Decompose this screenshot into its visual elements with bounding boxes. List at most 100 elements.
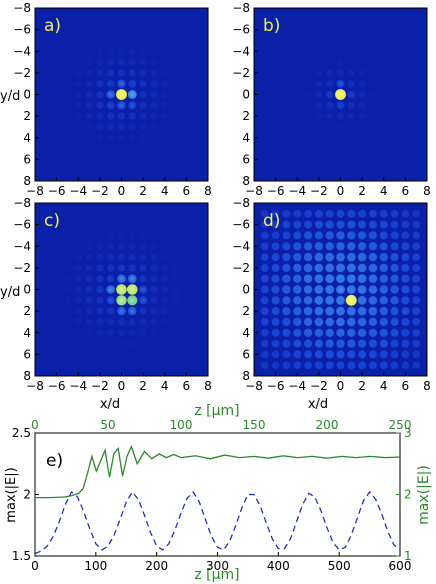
field-site: [293, 350, 302, 359]
field-site: [337, 112, 344, 120]
x-tick-label: −6: [48, 184, 66, 198]
field-site-core: [108, 92, 113, 97]
field-site: [347, 69, 355, 77]
panel-e-top-x-label: z [µm]: [194, 403, 239, 419]
field-site: [357, 285, 367, 294]
panel-b-field-map: [304, 58, 377, 131]
field-site: [358, 91, 366, 98]
field-site: [96, 253, 104, 261]
field-site: [271, 328, 280, 337]
panel-c-y-ticks: −8 −6 −4 −2 0 2 4 6 8: [13, 196, 39, 383]
field-site: [128, 329, 136, 337]
field-site: [293, 328, 302, 337]
field-site: [127, 90, 137, 99]
field-site: [379, 252, 388, 262]
x-tick-label: −2: [91, 184, 109, 198]
field-site: [412, 210, 420, 218]
field-site: [261, 350, 269, 359]
field-site: [303, 285, 313, 294]
field-site: [96, 48, 104, 55]
field-site: [282, 220, 291, 229]
field-site: [347, 90, 356, 99]
field-site-core: [141, 287, 145, 292]
field-site: [357, 295, 367, 305]
field-site: [150, 112, 158, 120]
field-site-core: [130, 92, 135, 97]
y-tick-label: 8: [23, 174, 31, 188]
field-site: [314, 231, 323, 240]
field-site: [347, 112, 355, 120]
field-site: [358, 220, 367, 229]
field-site: [412, 318, 421, 326]
field-site: [304, 339, 313, 348]
field-site: [161, 69, 169, 77]
field-site: [412, 339, 421, 348]
field-site: [282, 361, 291, 370]
field-site: [358, 209, 367, 218]
field-site: [390, 317, 399, 326]
field-site: [96, 232, 104, 239]
field-site: [293, 296, 302, 305]
field-site: [150, 69, 158, 77]
field-site: [85, 253, 93, 261]
field-site: [336, 274, 345, 284]
field-site: [358, 350, 367, 359]
field-site: [368, 285, 378, 294]
x-tick-label: 0: [118, 379, 126, 393]
y-tick-label: −6: [13, 218, 31, 232]
field-site: [107, 112, 115, 120]
field-site: [336, 306, 345, 316]
field-site: [161, 275, 169, 283]
field-site: [379, 231, 388, 240]
panel-e-right-y-ticks: 1 2 3: [396, 426, 412, 563]
field-site: [96, 123, 104, 131]
field-site: [336, 339, 345, 348]
field-site: [172, 264, 179, 272]
field-site: [117, 101, 126, 110]
x-tick-label: 100: [84, 559, 107, 573]
y-tick-label: −2: [13, 261, 31, 275]
field-site: [401, 242, 410, 251]
field-site: [314, 295, 324, 305]
field-site: [325, 350, 334, 359]
y-tick-label: 2: [242, 109, 250, 123]
field-site: [325, 361, 334, 370]
y-tick-label: −4: [232, 44, 250, 58]
field-site: [282, 350, 291, 359]
field-site: [150, 101, 158, 109]
field-site: [85, 296, 93, 304]
field-site: [271, 361, 280, 370]
field-site: [96, 58, 104, 66]
top-x-tick-label: 200: [316, 418, 339, 432]
panel-e-series: [34, 444, 401, 555]
field-site: [401, 220, 410, 229]
y-tick-label: 0: [23, 88, 31, 102]
field-site: [261, 231, 269, 240]
field-site: [96, 112, 104, 120]
x-tick-label: 8: [423, 184, 431, 198]
field-site: [293, 209, 302, 218]
field-site-core: [130, 298, 135, 303]
field-site: [325, 328, 334, 337]
field-site: [85, 101, 93, 109]
field-site: [314, 242, 324, 251]
field-site: [172, 275, 179, 283]
panel-e-bottom-x-label: z [µm]: [194, 567, 239, 583]
field-site: [106, 296, 115, 305]
field-site: [368, 339, 377, 348]
field-site: [117, 112, 126, 120]
field-site: [368, 328, 378, 337]
field-site: [271, 263, 280, 272]
field-site: [348, 123, 355, 131]
x-tick-label: 6: [402, 379, 410, 393]
field-site: [390, 210, 399, 218]
field-site: [303, 274, 313, 284]
y-tick-label: 0: [242, 283, 250, 297]
field-site: [390, 231, 399, 240]
field-site: [369, 209, 377, 218]
field-site: [358, 101, 366, 109]
panel-d-field-map: [260, 209, 421, 370]
x-tick-label: 0: [118, 184, 126, 198]
y-tick-label: 8: [23, 369, 31, 383]
field-site: [85, 275, 93, 283]
